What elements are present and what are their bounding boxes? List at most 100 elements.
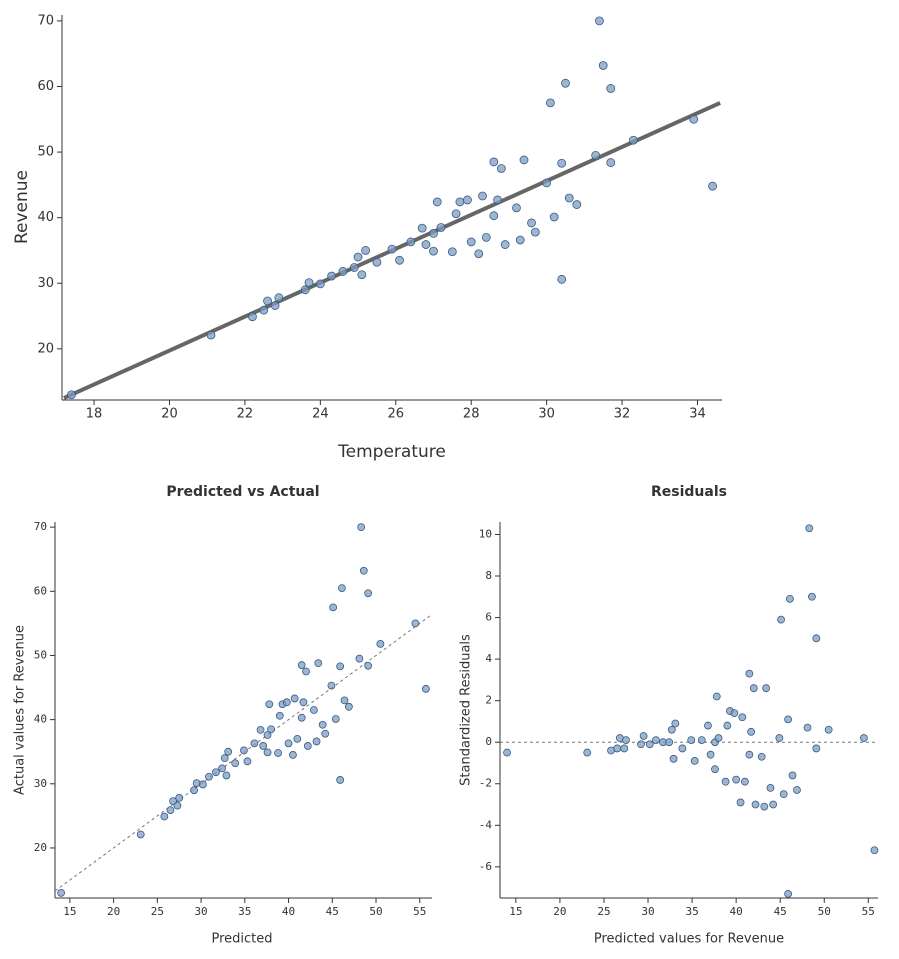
point — [312, 737, 321, 746]
point — [275, 711, 284, 720]
point — [745, 669, 754, 678]
point — [613, 744, 622, 753]
point — [496, 164, 506, 173]
point — [671, 719, 680, 728]
point — [512, 203, 521, 213]
point — [166, 806, 175, 814]
point — [387, 244, 397, 254]
chart-title: Predicted vs Actual — [166, 484, 319, 500]
x-tick-label: 45 — [326, 905, 339, 918]
point — [289, 751, 297, 759]
point — [421, 684, 430, 693]
point — [704, 721, 712, 730]
point — [436, 223, 446, 232]
point — [302, 667, 310, 676]
point — [561, 78, 570, 88]
x-tick-label: 30 — [538, 407, 555, 422]
point — [812, 744, 821, 753]
point — [321, 729, 330, 738]
point — [606, 84, 616, 93]
y-tick-label: -6 — [479, 860, 492, 873]
point — [751, 800, 760, 809]
point — [824, 725, 833, 734]
point — [429, 229, 438, 238]
point — [527, 218, 536, 228]
point — [557, 158, 567, 168]
point — [376, 640, 385, 648]
point — [481, 232, 491, 242]
point — [766, 784, 775, 792]
x-tick-label: 35 — [685, 905, 698, 918]
y-axis-label: Standardized Residuals — [459, 634, 474, 786]
point — [231, 759, 240, 768]
point — [591, 150, 601, 160]
point — [310, 706, 318, 714]
x-tick-label: 15 — [63, 905, 76, 918]
point — [637, 740, 645, 749]
point — [860, 734, 868, 742]
point — [557, 274, 567, 284]
point — [267, 725, 275, 734]
x-tick-label: 40 — [282, 905, 295, 918]
point — [639, 732, 648, 740]
point — [665, 738, 674, 747]
point — [793, 786, 801, 794]
point — [687, 736, 696, 745]
point — [299, 698, 308, 707]
point — [606, 158, 616, 167]
point — [678, 744, 687, 753]
y-tick-label: 30 — [34, 777, 47, 790]
point — [353, 252, 363, 262]
point — [775, 734, 784, 742]
point — [697, 736, 706, 745]
y-tick-label: 20 — [37, 341, 54, 356]
x-tick-label: 55 — [862, 905, 875, 918]
point — [220, 754, 229, 763]
point — [803, 723, 812, 732]
point — [784, 715, 793, 724]
point — [669, 754, 678, 763]
y-tick-label: 10 — [479, 527, 492, 540]
point — [628, 135, 638, 145]
point — [318, 720, 327, 729]
point — [489, 157, 499, 167]
point — [300, 285, 310, 295]
point — [411, 619, 420, 628]
point — [160, 812, 169, 821]
point — [542, 178, 552, 188]
y-tick-label: 60 — [34, 584, 47, 597]
point — [297, 713, 306, 722]
point — [812, 634, 821, 643]
point — [447, 247, 457, 257]
point — [417, 223, 427, 233]
point — [451, 209, 461, 219]
point — [314, 659, 323, 668]
point — [304, 278, 314, 287]
point — [749, 684, 758, 693]
y-tick-label: 60 — [37, 79, 54, 94]
point — [270, 301, 280, 310]
point — [259, 742, 268, 750]
y-tick-label: 50 — [37, 145, 54, 160]
point — [224, 747, 233, 756]
y-tick-label: -4 — [479, 818, 493, 831]
x-tick-label: 22 — [237, 407, 254, 422]
point — [338, 584, 346, 592]
x-tick-label: 30 — [641, 905, 654, 918]
point — [760, 802, 769, 811]
point — [455, 197, 465, 207]
point — [721, 777, 730, 786]
point — [785, 594, 794, 603]
x-tick-label: 25 — [597, 905, 610, 918]
point — [546, 98, 555, 108]
point — [595, 16, 604, 26]
point — [530, 227, 540, 237]
y-tick-label: 20 — [34, 841, 47, 854]
point — [736, 798, 745, 807]
point — [583, 748, 592, 757]
point — [364, 589, 373, 598]
point — [175, 794, 184, 802]
point — [198, 780, 207, 789]
x-tick-label: 40 — [730, 905, 743, 918]
point — [564, 193, 574, 203]
